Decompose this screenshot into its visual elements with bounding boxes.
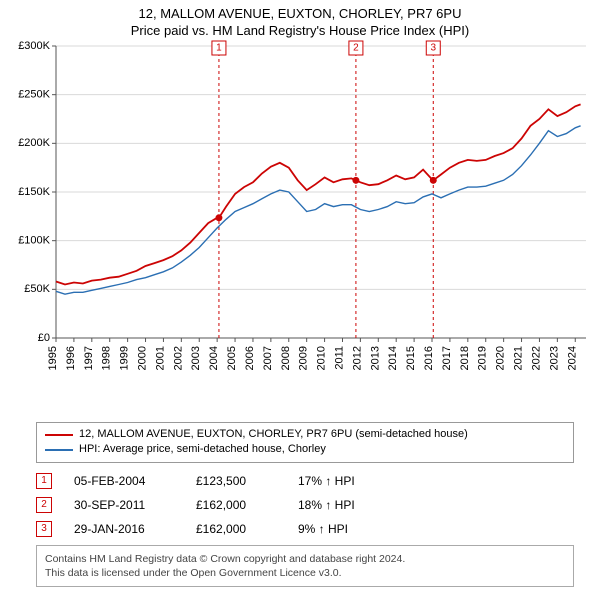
x-tick-label: 1995 [47, 346, 59, 370]
x-tick-label: 2007 [262, 346, 274, 370]
x-tick-label: 2016 [423, 346, 435, 370]
sales-table: 1 05-FEB-2004 £123,500 17% ↑ HPI 2 30-SEP-201… [36, 473, 574, 537]
sale-badge: 2 [36, 497, 52, 513]
sale-delta: 18% ↑ HPI [298, 498, 388, 512]
x-tick-label: 2020 [495, 346, 507, 370]
x-tick-label: 2013 [369, 346, 381, 370]
x-tick-label: 1997 [83, 346, 95, 370]
x-tick-label: 2005 [226, 346, 238, 370]
y-tick-label: £100K [18, 235, 50, 247]
sale-date: 05-FEB-2004 [74, 474, 174, 488]
x-tick-label: 2021 [513, 346, 525, 370]
legend-label: 12, MALLOM AVENUE, EUXTON, CHORLEY, PR7 … [79, 427, 468, 442]
x-tick-label: 2010 [316, 346, 328, 370]
title-main: 12, MALLOM AVENUE, EUXTON, CHORLEY, PR7 … [0, 6, 600, 21]
sale-row: 3 29-JAN-2016 £162,000 9% ↑ HPI [36, 521, 574, 537]
sale-delta: 17% ↑ HPI [298, 474, 388, 488]
sale-badge: 1 [36, 473, 52, 489]
x-tick-label: 2002 [172, 346, 184, 370]
x-tick-label: 2003 [190, 346, 202, 370]
x-tick-label: 2024 [566, 346, 578, 370]
sale-badge: 3 [36, 521, 52, 537]
footer-line1: Contains HM Land Registry data © Crown c… [45, 552, 565, 566]
x-tick-label: 2000 [137, 346, 149, 370]
legend-row: HPI: Average price, semi-detached house,… [45, 442, 565, 457]
sale-marker-dot [352, 177, 359, 184]
sale-date: 29-JAN-2016 [74, 522, 174, 536]
x-tick-label: 2017 [441, 346, 453, 370]
y-tick-label: £250K [18, 89, 50, 101]
y-tick-label: £0 [38, 332, 50, 344]
legend-row: 12, MALLOM AVENUE, EUXTON, CHORLEY, PR7 … [45, 427, 565, 442]
sale-price: £162,000 [196, 498, 276, 512]
chart-area: £0 £50K £100K £150K £200K £250K £300K 1995 1996 1… [0, 38, 600, 418]
footer-box: Contains HM Land Registry data © Crown c… [36, 545, 574, 587]
x-tick-label: 2018 [459, 346, 471, 370]
x-tick-label: 2012 [351, 346, 363, 370]
legend-label: HPI: Average price, semi-detached house,… [79, 442, 326, 457]
x-tick-label: 1996 [65, 346, 77, 370]
x-tick-label: 2019 [477, 346, 489, 370]
sale-delta: 9% ↑ HPI [298, 522, 388, 536]
title-sub: Price paid vs. HM Land Registry's House … [0, 23, 600, 38]
titles: 12, MALLOM AVENUE, EUXTON, CHORLEY, PR7 … [0, 0, 600, 38]
sale-marker-badge-text: 3 [430, 43, 436, 54]
x-tick-label: 2008 [280, 346, 292, 370]
x-tick-label: 2014 [387, 346, 399, 370]
x-tick-label: 2023 [548, 346, 560, 370]
sale-price: £123,500 [196, 474, 276, 488]
sale-price: £162,000 [196, 522, 276, 536]
x-tick-label: 2011 [333, 346, 345, 370]
sale-row: 1 05-FEB-2004 £123,500 17% ↑ HPI [36, 473, 574, 489]
sale-marker-dot [215, 214, 222, 221]
y-tick-label: £200K [18, 137, 50, 149]
sale-marker-badge-text: 2 [353, 43, 359, 54]
footer-line2: This data is licensed under the Open Gov… [45, 566, 565, 580]
x-tick-label: 2009 [298, 346, 310, 370]
y-tick-label: £150K [18, 186, 50, 198]
x-tick-label: 2006 [244, 346, 256, 370]
x-tick-label: 2001 [154, 346, 166, 370]
y-tick-label: £300K [18, 40, 50, 52]
sale-date: 30-SEP-2011 [74, 498, 174, 512]
chart-container: 12, MALLOM AVENUE, EUXTON, CHORLEY, PR7 … [0, 0, 600, 587]
sale-row: 2 30-SEP-2011 £162,000 18% ↑ HPI [36, 497, 574, 513]
sale-marker-dot [430, 177, 437, 184]
legend-swatch [45, 434, 73, 436]
sale-marker-badge-text: 1 [216, 43, 222, 54]
x-tick-label: 2004 [208, 346, 220, 370]
x-tick-label: 2015 [405, 346, 417, 370]
legend-swatch [45, 449, 73, 451]
y-tick-label: £50K [24, 283, 50, 295]
legend-box: 12, MALLOM AVENUE, EUXTON, CHORLEY, PR7 … [36, 422, 574, 463]
x-tick-label: 1998 [101, 346, 113, 370]
x-tick-label: 2022 [530, 346, 542, 370]
x-tick-label: 1999 [119, 346, 131, 370]
chart-svg: £0 £50K £100K £150K £200K £250K £300K 1995 1996 1… [0, 38, 600, 418]
